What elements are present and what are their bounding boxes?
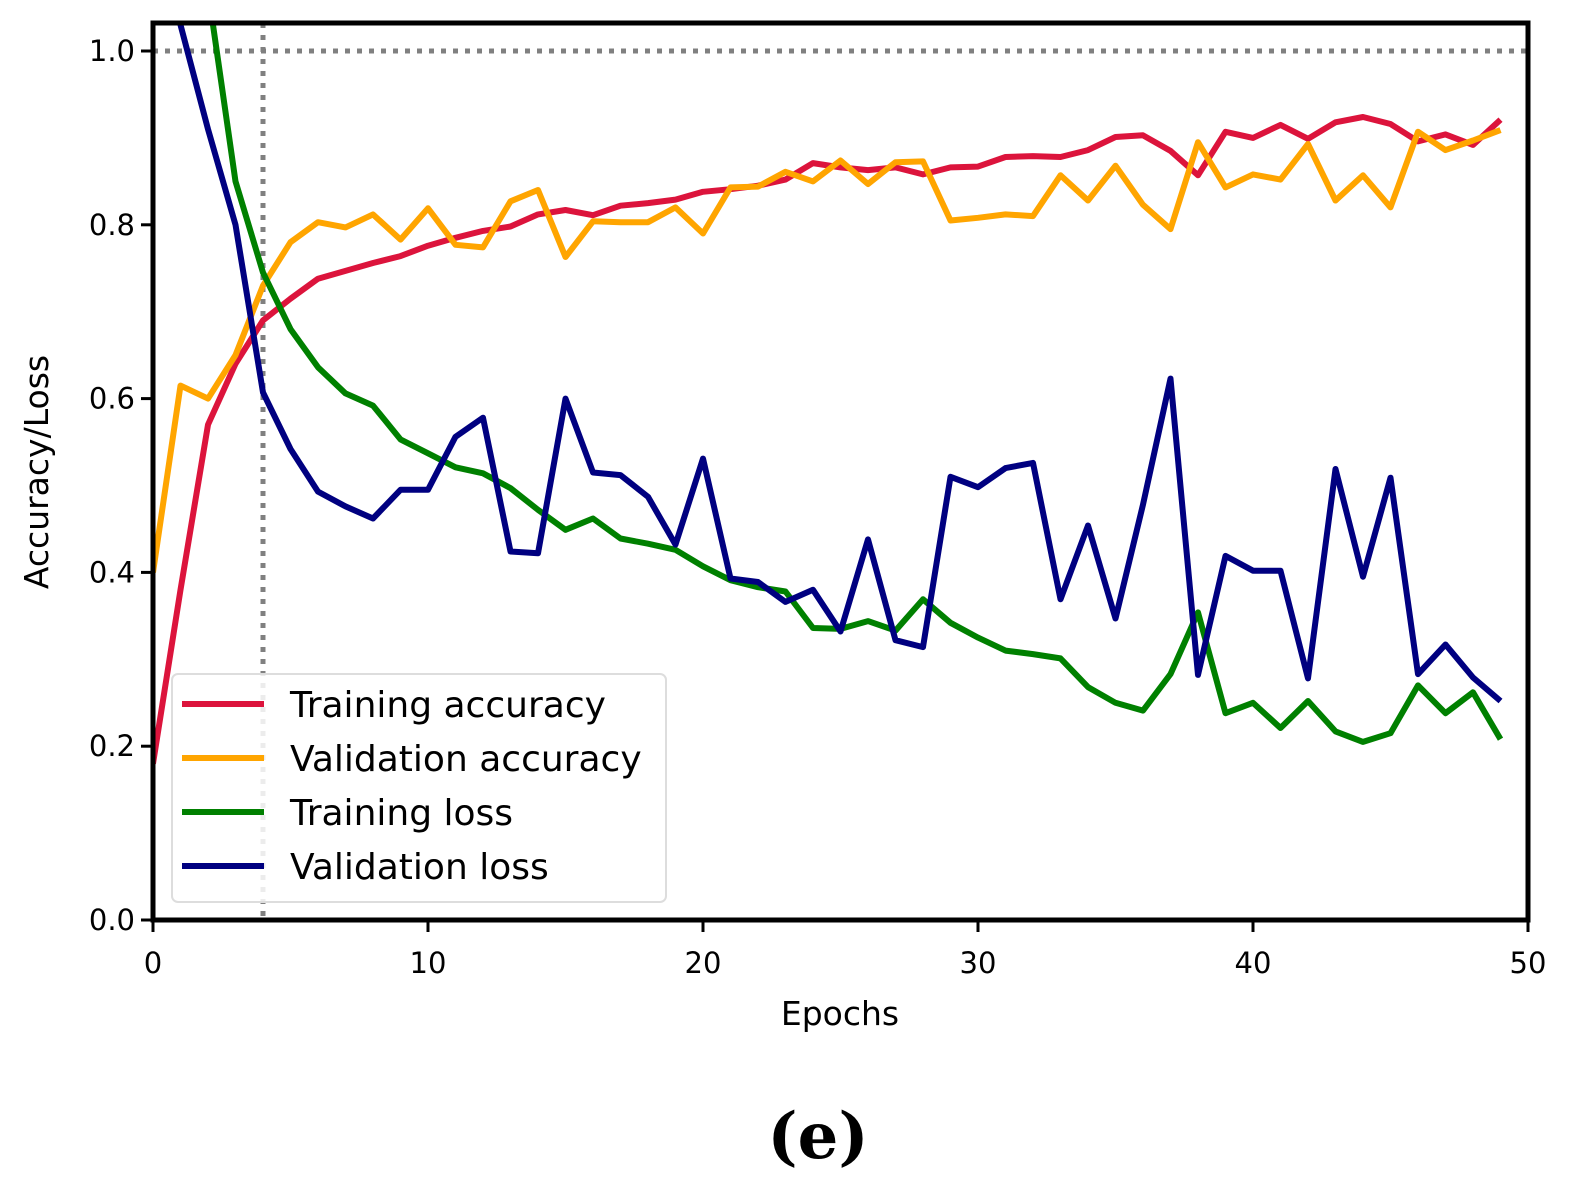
x-tick-label: 40 — [1235, 946, 1272, 980]
series-line-training-accuracy — [153, 114, 1503, 765]
x-tick-label: 10 — [410, 946, 447, 980]
legend: Training accuracy Validation accuracy Trai… — [171, 673, 667, 903]
y-tick-label: 0.0 — [89, 903, 135, 937]
x-axis-title: Epochs — [781, 994, 899, 1033]
series-line-validation-accuracy — [153, 127, 1502, 573]
series-lines — [153, 23, 1504, 765]
y-tick-label: 1.0 — [89, 34, 135, 68]
y-tick-label: 0.2 — [89, 729, 135, 763]
axes: 0 10 20 30 40 50 0.0 0.2 0.4 0.6 0.8 1.0 — [89, 34, 1547, 980]
legend-label: Training loss — [289, 793, 513, 834]
x-tick-label: 0 — [144, 946, 162, 980]
x-tick-label: 20 — [685, 946, 722, 980]
series-line-validation-loss — [177, 23, 1503, 704]
series-line-training-loss — [209, 23, 1504, 745]
legend-label: Validation loss — [290, 847, 549, 888]
y-axis-title: Accuracy/Loss — [17, 355, 56, 589]
legend-label: Training accuracy — [289, 685, 606, 726]
plot-frame — [150, 20, 1531, 923]
y-tick-label: 0.8 — [89, 208, 135, 242]
x-tick-label: 50 — [1510, 946, 1547, 980]
y-tick-label: 0.6 — [89, 382, 135, 416]
legend-box — [171, 673, 667, 903]
y-tick-label: 0.4 — [89, 555, 135, 589]
panel-label: (e) — [767, 1099, 868, 1174]
x-tick-label: 30 — [960, 946, 997, 980]
legend-label: Validation accuracy — [290, 739, 642, 780]
